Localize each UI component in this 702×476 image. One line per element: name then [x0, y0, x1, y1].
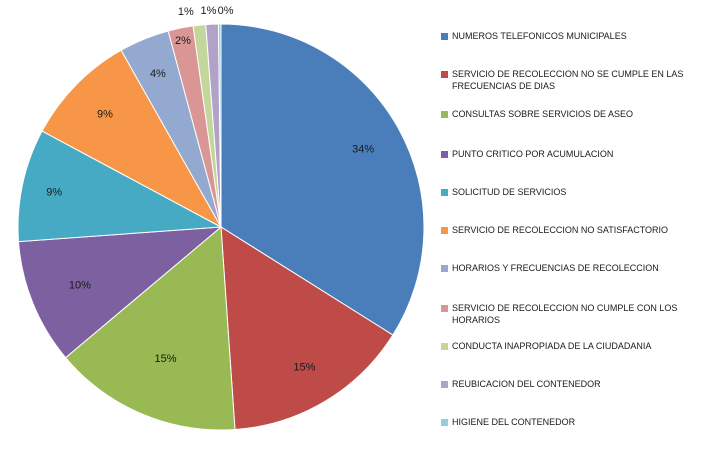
legend-item: SERVICIO DE RECOLECCION NO CUMPLE CON LO…	[441, 302, 691, 326]
legend-item: HIGIENE DEL CONTENEDOR	[441, 416, 691, 428]
legend-swatch	[441, 33, 448, 40]
legend-swatch	[441, 151, 448, 158]
pie-slice-5	[17, 130, 223, 243]
slice-percent-label: 1%	[201, 5, 217, 17]
legend-label: HORARIOS Y FRECUENCIAS DE RECOLECCION	[452, 263, 659, 273]
legend-swatch	[441, 265, 448, 272]
legend-label: SERVICIO DE RECOLECCION NO CUMPLE CON LO…	[452, 303, 678, 325]
pie-slice-4	[17, 226, 223, 359]
legend-label: REUBICACION DEL CONTENEDOR	[452, 379, 601, 389]
legend-label: NUMEROS TELEFONICOS MUNICIPALES	[452, 31, 627, 41]
legend-swatch	[441, 305, 448, 312]
legend-swatch	[441, 189, 448, 196]
legend-label: PUNTO CRITICO POR ACUMULACION	[452, 149, 614, 159]
slice-percent-label: 2%	[175, 35, 191, 47]
pie-slice-3	[64, 225, 236, 431]
legend-label: CONSULTAS SOBRE SERVICIOS DE ASEO	[452, 109, 634, 119]
legend-item: HORARIOS Y FRECUENCIAS DE RECOLECCION	[441, 262, 691, 274]
slice-percent-label: 0%	[218, 5, 234, 17]
legend-swatch	[441, 227, 448, 234]
slice-percent-label: 15%	[293, 361, 315, 373]
pie-slice-1	[220, 23, 425, 336]
legend-item: NUMEROS TELEFONICOS MUNICIPALES	[441, 30, 691, 42]
legend-swatch	[441, 419, 448, 426]
slice-percent-label: 10%	[69, 279, 91, 291]
legend-item: REUBICACION DEL CONTENEDOR	[441, 378, 691, 390]
slice-percent-label: 15%	[154, 353, 176, 365]
slice-percent-label: 9%	[97, 108, 113, 120]
legend-label: HIGIENE DEL CONTENEDOR	[452, 417, 576, 427]
legend-label: SOLICITUD DE SERVICIOS	[452, 187, 567, 197]
pie-slice-6	[41, 49, 223, 229]
legend-label: CONDUCTA INAPROPIADA DE LA CIUDADANIA	[452, 341, 652, 351]
pie-slice-2	[220, 226, 394, 431]
legend-item: CONDUCTA INAPROPIADA DE LA CIUDADANIA	[441, 340, 691, 352]
legend-item: SERVICIO DE RECOLECCION NO SE CUMPLE EN …	[441, 68, 691, 92]
legend-item: SOLICITUD DE SERVICIOS	[441, 186, 691, 198]
legend-swatch	[441, 343, 448, 350]
legend-swatch	[441, 381, 448, 388]
legend-item: PUNTO CRITICO POR ACUMULACION	[441, 148, 691, 160]
pie-slices	[17, 23, 425, 431]
pie-labels: 34%15%15%10%9%9%4%2%1% 1% 0%	[46, 5, 374, 374]
legend-label: SERVICIO DE RECOLECCION NO SE CUMPLE EN …	[452, 69, 684, 91]
slice-percent-label: 9%	[46, 186, 62, 198]
legend-swatch	[441, 71, 448, 78]
pie-slice-11	[217, 23, 222, 228]
legend-label: SERVICIO DE RECOLECCION NO SATISFACTORIO	[452, 225, 669, 235]
legend-swatch	[441, 111, 448, 118]
legend-item: SERVICIO DE RECOLECCION NO SATISFACTORIO	[441, 224, 691, 236]
legend-item: CONSULTAS SOBRE SERVICIOS DE ASEO	[441, 108, 691, 120]
slice-percent-label: 4%	[150, 68, 166, 80]
slice-percent-label: 34%	[352, 143, 374, 155]
slice-percent-label: 1%	[178, 6, 194, 18]
